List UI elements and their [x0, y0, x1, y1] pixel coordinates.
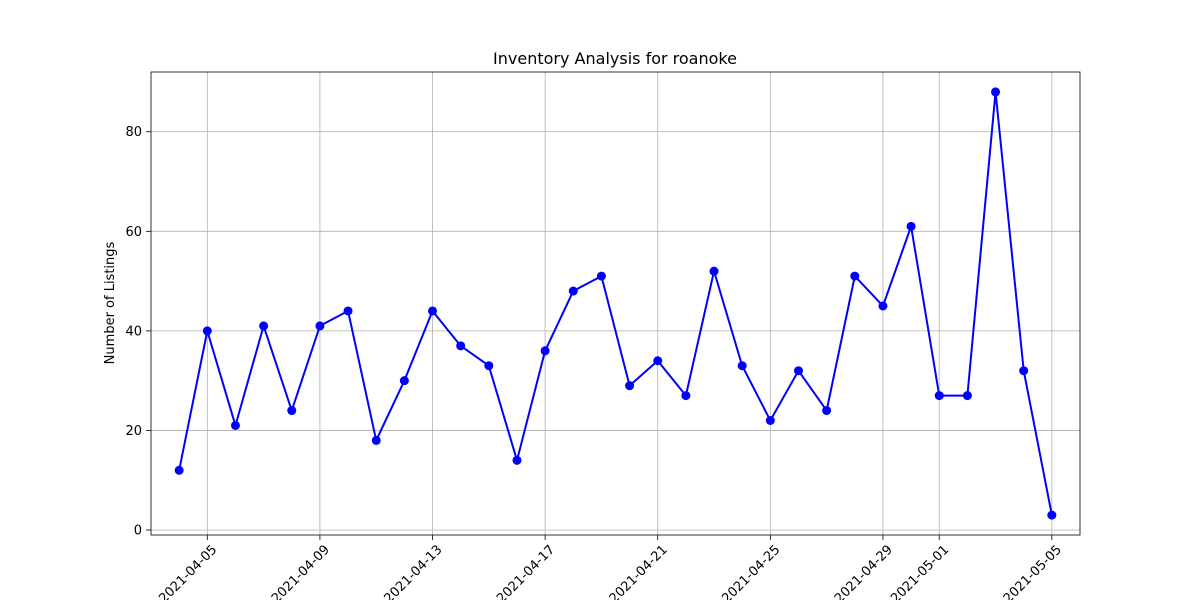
data-point — [202, 326, 212, 336]
y-tick-label: 20 — [125, 424, 142, 439]
data-point — [625, 381, 635, 391]
y-tick-label: 60 — [125, 225, 142, 240]
data-point — [512, 455, 522, 465]
data-point — [709, 266, 719, 276]
y-tick-label: 0 — [134, 524, 142, 539]
x-tick-label: 2021-04-09 — [269, 542, 333, 600]
data-point — [371, 435, 381, 445]
data-point — [428, 306, 438, 316]
x-tick-label: 2021-04-05 — [156, 542, 220, 600]
data-point — [850, 271, 860, 281]
axis-ticks: 2021-04-05 2021-04-09 2021-04-13 2021-04-17… — [125, 125, 1064, 600]
x-tick-label: 2021-04-29 — [832, 542, 896, 600]
x-tick-label: 2021-04-17 — [494, 542, 558, 600]
data-point — [793, 366, 803, 376]
grid — [151, 72, 1080, 535]
data-point — [737, 361, 747, 371]
data-point — [934, 391, 944, 401]
data-point — [1019, 366, 1029, 376]
data-point — [315, 321, 325, 331]
x-tick-label: 2021-04-13 — [382, 542, 446, 600]
series-listings — [174, 87, 1057, 520]
data-point — [540, 346, 550, 356]
x-tick-label: 2021-05-01 — [888, 542, 952, 600]
data-point — [1047, 510, 1057, 520]
y-tick-label: 80 — [125, 125, 142, 140]
data-point — [596, 271, 606, 281]
x-tick-label: 2021-04-25 — [719, 542, 783, 600]
data-point — [399, 376, 409, 386]
data-point — [287, 406, 297, 416]
data-point — [991, 87, 1001, 97]
data-point — [962, 391, 972, 401]
chart-title: Inventory Analysis for roanoke — [493, 49, 737, 68]
data-point — [653, 356, 663, 366]
data-point — [174, 465, 184, 475]
x-tick-label: 2021-05-05 — [1001, 542, 1065, 600]
data-point — [906, 221, 916, 231]
data-point — [568, 286, 578, 296]
data-point — [765, 415, 775, 425]
x-tick-label: 2021-04-21 — [607, 542, 671, 600]
y-tick-label: 40 — [125, 324, 142, 339]
series-line — [178, 90, 1053, 516]
data-point — [878, 301, 888, 311]
data-point — [230, 420, 240, 430]
data-point — [456, 341, 466, 351]
data-point — [822, 406, 832, 416]
data-point — [484, 361, 494, 371]
data-point — [259, 321, 269, 331]
data-point — [343, 306, 353, 316]
data-point — [681, 391, 691, 401]
plot-area-frame — [150, 71, 1081, 536]
y-axis-label: Number of Listings — [103, 241, 118, 364]
